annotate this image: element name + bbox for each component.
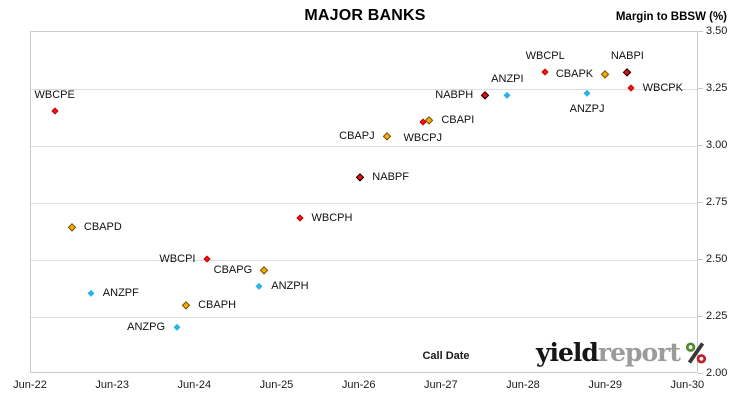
gridline	[31, 316, 697, 318]
gridline	[31, 259, 697, 261]
chart-title: MAJOR BANKS	[304, 7, 426, 24]
data-point-label: ANZPG	[127, 321, 166, 334]
logo-report-text: report	[597, 338, 681, 367]
data-point-label: WBCPE	[34, 88, 75, 101]
y-tick-label: 2.75	[706, 196, 728, 208]
x-tick-label: Jun-29	[588, 379, 622, 391]
data-point-label: ANZPF	[102, 287, 139, 300]
data-point-label: CBAPG	[213, 264, 253, 277]
y-tick-mark	[698, 259, 703, 260]
data-point-label: ANZPI	[491, 72, 524, 85]
y-tick-label: 3.00	[706, 139, 728, 151]
data-point-label: CBAPH	[198, 298, 237, 311]
data-point-label: WBCPI	[159, 253, 196, 265]
data-point-label: CBAPI	[441, 113, 475, 126]
x-axis-title: Call Date	[422, 350, 470, 362]
y-tick-mark	[698, 31, 703, 32]
data-point-label: WBCPL	[525, 50, 565, 63]
y-tick-mark	[698, 88, 703, 89]
x-tick-label: Jun-22	[13, 379, 47, 391]
data-point-label: NABPI	[610, 50, 644, 63]
data-point-label: WBCPH	[311, 211, 353, 224]
data-point-label: WBCPK	[642, 82, 683, 94]
data-point-label: ANZPH	[271, 280, 309, 293]
gridline	[31, 145, 697, 147]
x-tick-label: Jun-28	[506, 379, 540, 391]
data-point-label: NABPF	[372, 170, 409, 183]
y-tick-label: 2.00	[706, 367, 728, 379]
y-tick-mark	[698, 316, 703, 317]
data-point-label: CBAPJ	[339, 129, 375, 142]
x-tick-label: Jun-25	[259, 379, 294, 391]
yieldreport-logo: yield report	[536, 340, 707, 365]
y-tick-label: 2.25	[706, 310, 728, 322]
data-point-label: ANZPJ	[569, 102, 605, 115]
percent-icon	[685, 341, 706, 364]
data-point-label: NABPH	[435, 88, 474, 101]
data-point-label: WBCPJ	[403, 132, 442, 145]
data-point-label: CBAPK	[555, 68, 594, 81]
x-tick-label: Jun-24	[177, 379, 212, 391]
gridline	[31, 88, 697, 90]
y-tick-mark	[698, 373, 703, 374]
x-tick-label: Jun-30	[670, 379, 705, 391]
y-tick-label: 2.50	[706, 253, 728, 265]
y-tick-label: 3.25	[706, 82, 728, 94]
y-tick-mark	[698, 202, 703, 203]
y-tick-label: 3.50	[706, 25, 728, 37]
logo-yield-text: yield	[536, 338, 599, 367]
x-tick-label: Jun-26	[341, 379, 376, 391]
x-tick-label: Jun-23	[95, 379, 129, 391]
y-tick-mark	[698, 145, 703, 146]
data-point-label: CBAPD	[83, 221, 122, 234]
plot-area	[30, 31, 698, 373]
x-tick-label: Jun-27	[423, 379, 458, 391]
gridline	[31, 202, 697, 204]
y-axis-title: Margin to BBSW (%)	[615, 11, 727, 23]
